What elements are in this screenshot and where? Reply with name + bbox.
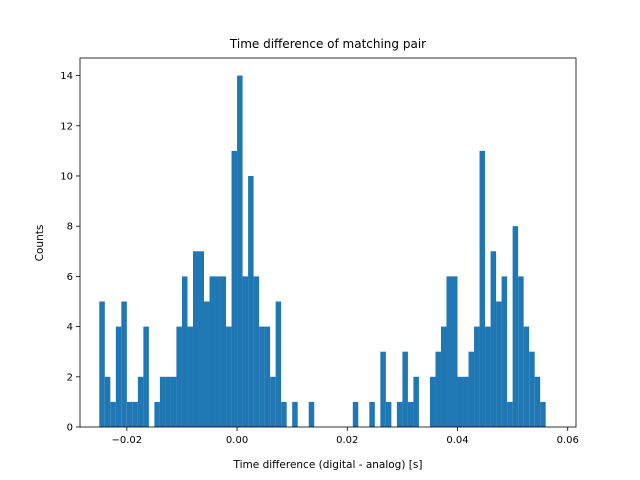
histogram-bar — [209, 276, 216, 427]
histogram-bar — [468, 351, 475, 427]
histogram-bar — [181, 276, 188, 427]
histogram-bar — [292, 401, 298, 427]
histogram-bar — [452, 276, 458, 427]
histogram-bar — [512, 226, 519, 427]
histogram-bar — [159, 376, 166, 427]
x-axis-label: Time difference (digital - analog) [s] — [233, 459, 423, 471]
histogram-bar — [226, 326, 232, 427]
histogram-bar — [248, 175, 254, 427]
histogram-bar — [501, 276, 508, 427]
histogram-bar — [270, 376, 276, 427]
y-axis-ticks: 0 2 4 6 8 10 12 14 — [60, 71, 80, 434]
histogram-bar — [369, 401, 375, 427]
histogram-bar — [457, 376, 464, 427]
histogram-bar — [523, 326, 530, 427]
histogram-bar — [496, 301, 502, 427]
histogram-bar — [165, 376, 171, 427]
histogram-bar — [253, 276, 260, 427]
histogram-bar — [259, 326, 265, 427]
histogram-bar — [187, 326, 193, 427]
histogram-bar — [529, 351, 535, 427]
histogram-bar — [485, 326, 491, 427]
histogram-bar — [435, 351, 441, 427]
plot-frame — [79, 57, 577, 428]
histogram-bar — [110, 401, 116, 427]
x-tick-label: −0.02 — [112, 435, 143, 446]
histogram-bar — [204, 301, 210, 427]
histogram-bar — [463, 376, 469, 427]
histogram-bar — [380, 351, 386, 427]
histogram-bar — [154, 401, 160, 427]
histogram-bar — [242, 276, 249, 427]
chart-title: Time difference of matching pair — [229, 37, 426, 51]
histogram-bar — [281, 401, 287, 427]
y-tick-label: 14 — [60, 71, 73, 82]
y-tick-label: 6 — [67, 272, 73, 283]
y-tick-label: 2 — [67, 372, 73, 383]
histogram-bar — [137, 376, 144, 427]
histogram-bar — [170, 376, 177, 427]
histogram-bar — [198, 251, 204, 427]
histogram-bar — [490, 251, 497, 427]
x-axis-ticks: −0.02 0.00 0.02 0.04 0.06 — [112, 427, 579, 446]
histogram-bar — [132, 401, 138, 427]
histogram-bar — [479, 150, 486, 427]
y-tick-label: 12 — [60, 121, 73, 132]
histogram-bar — [413, 376, 419, 427]
histogram-bar — [104, 376, 111, 427]
x-tick-label: 0.04 — [446, 435, 468, 446]
histogram-bar — [396, 401, 403, 427]
histogram-bar — [231, 150, 238, 427]
histogram-bar — [540, 401, 546, 427]
histogram-bar — [474, 326, 480, 427]
histogram-bar — [143, 326, 149, 427]
histogram-bar — [518, 276, 524, 427]
histogram-bar — [192, 251, 199, 427]
x-tick-label: 0.06 — [557, 435, 579, 446]
histogram-bar — [352, 401, 359, 427]
histogram-bar — [440, 326, 447, 427]
histogram-bar — [429, 376, 436, 427]
y-tick-label: 10 — [60, 171, 73, 182]
histogram-bar — [121, 301, 127, 427]
histogram-bar — [402, 351, 408, 427]
histogram-bar — [176, 326, 182, 427]
histogram-bar — [534, 376, 541, 427]
histogram-bar — [308, 401, 315, 427]
histogram-bar — [446, 276, 452, 427]
histogram-bar — [385, 401, 392, 427]
y-tick-label: 4 — [67, 322, 73, 333]
y-tick-label: 8 — [67, 222, 73, 233]
histogram-bar — [237, 75, 243, 427]
y-tick-label: 0 — [67, 423, 73, 434]
y-axis-label: Counts — [34, 225, 46, 262]
histogram-bar — [275, 301, 282, 427]
histogram-bar — [507, 401, 513, 427]
histogram-bar — [407, 401, 414, 427]
histogram-bar — [126, 401, 133, 427]
histogram-bar — [99, 301, 105, 427]
histogram-bar — [264, 326, 271, 427]
histogram-bar — [215, 276, 221, 427]
x-tick-label: 0.02 — [336, 435, 358, 446]
x-tick-label: 0.00 — [226, 435, 248, 446]
histogram-bars — [99, 75, 546, 427]
histogram-bar — [115, 326, 122, 427]
histogram-bar — [220, 276, 227, 427]
